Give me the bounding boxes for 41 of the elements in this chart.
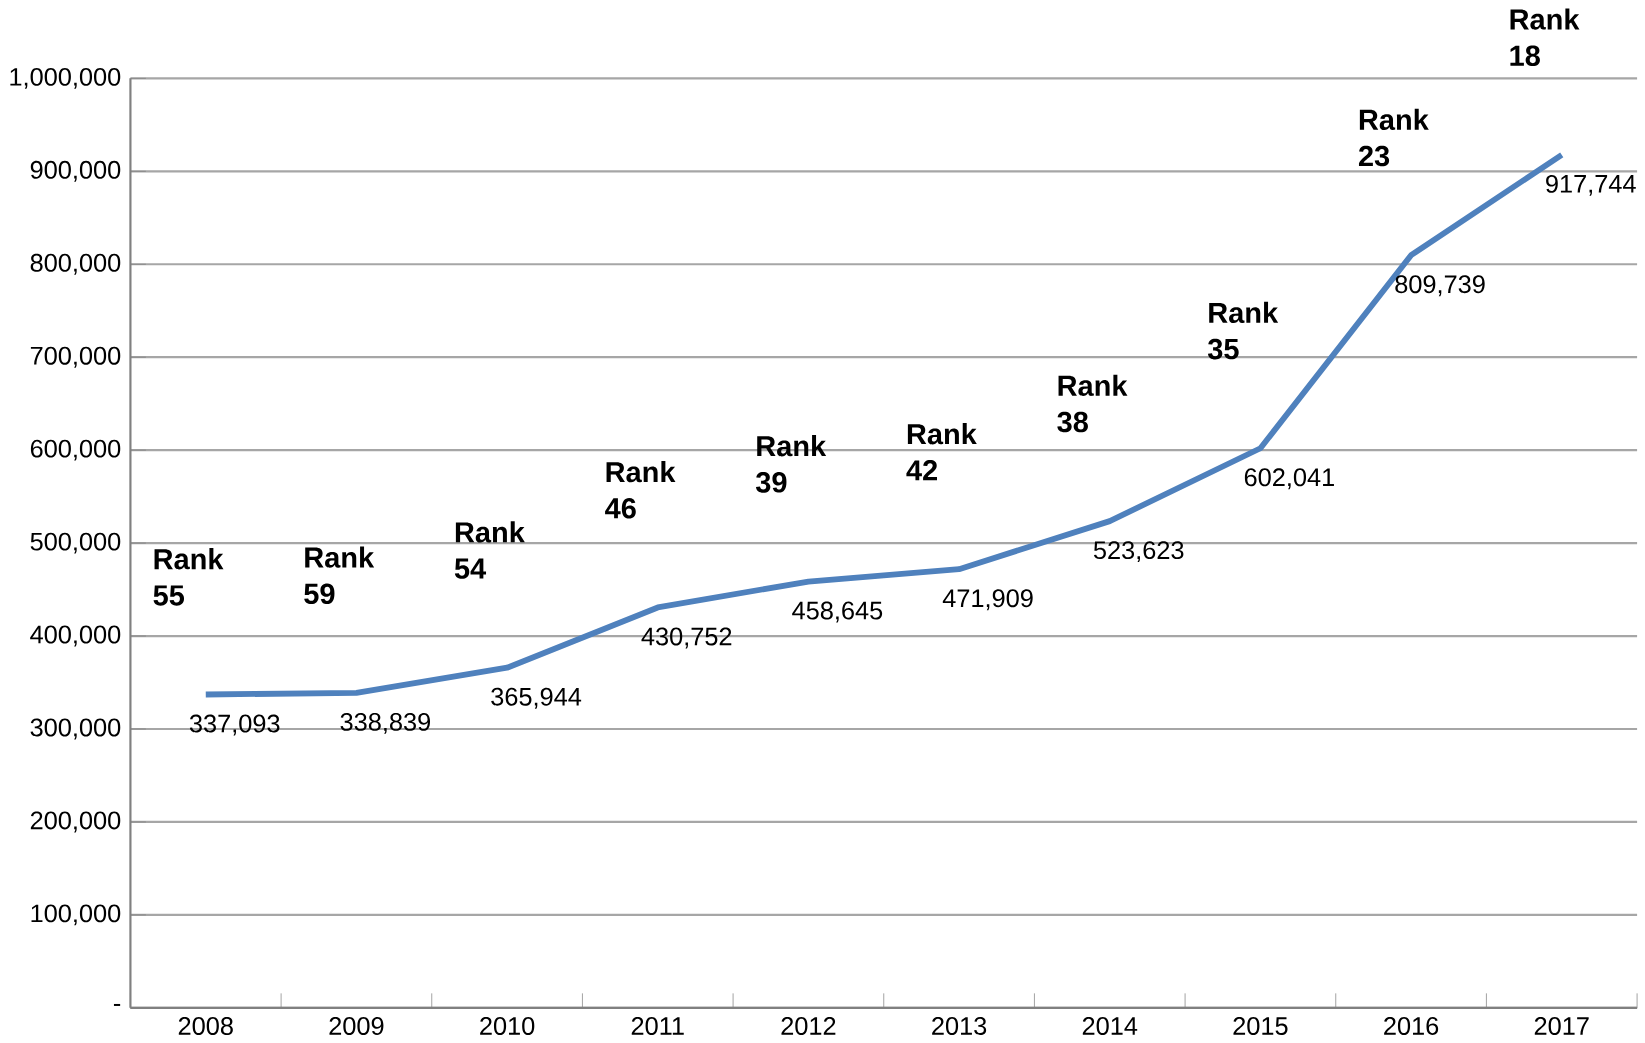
y-tick-label: 1,000,000 <box>10 67 121 89</box>
y-tick-label: 800,000 <box>30 253 121 275</box>
annotation: Rank 42 <box>906 422 977 481</box>
annotation: Rank 55 <box>153 547 224 606</box>
x-tick-label: 2010 <box>480 1016 535 1035</box>
data-label: 917,744 <box>1546 174 1636 196</box>
data-label: 458,645 <box>792 601 883 623</box>
annotation: Rank 38 <box>1057 374 1128 433</box>
x-tick-label: 2017 <box>1534 1016 1589 1035</box>
data-label: 430,752 <box>641 627 732 649</box>
data-label: 602,041 <box>1244 468 1334 490</box>
data-label: 523,623 <box>1093 541 1184 562</box>
data-label: 337,093 <box>189 714 280 736</box>
y-tick-label: 100,000 <box>31 904 121 926</box>
x-tick-label: 2015 <box>1233 1016 1288 1035</box>
data-label: 338,839 <box>340 712 431 734</box>
annotation: Rank 59 <box>304 546 375 604</box>
y-tick-label: - <box>113 1003 121 1006</box>
x-tick-label: 2011 <box>631 1016 684 1035</box>
annotation: Rank 35 <box>1207 301 1279 360</box>
annotation: Rank 46 <box>605 460 676 519</box>
x-tick-label: 2008 <box>178 1016 233 1035</box>
x-tick-label: 2013 <box>932 1016 987 1035</box>
annotation: Rank 23 <box>1358 108 1429 167</box>
annotation: Rank 54 <box>454 521 525 579</box>
text: Rank 18 <box>1510 8 1580 66</box>
annotation: Rank 39 <box>755 434 827 493</box>
y-tick-label: 200,000 <box>30 811 121 833</box>
y-tick-label: 700,000 <box>30 346 121 368</box>
data-label: 365,944 <box>491 687 582 709</box>
y-tick-label: 400,000 <box>30 625 121 647</box>
x-tick-label: 2012 <box>781 1016 836 1035</box>
y-tick-label: 300,000 <box>30 718 121 740</box>
data-label: 809,739 <box>1395 275 1485 296</box>
y-tick-label: 900,000 <box>30 160 121 182</box>
data-label: 471,909 <box>942 589 1033 610</box>
y-tick-label: 500,000 <box>30 532 121 554</box>
x-tick-label: 2014 <box>1082 1016 1138 1035</box>
x-tick-label: 2009 <box>329 1016 384 1035</box>
x-tick-label: 2016 <box>1384 1016 1439 1035</box>
y-tick-label: 600,000 <box>30 439 121 461</box>
